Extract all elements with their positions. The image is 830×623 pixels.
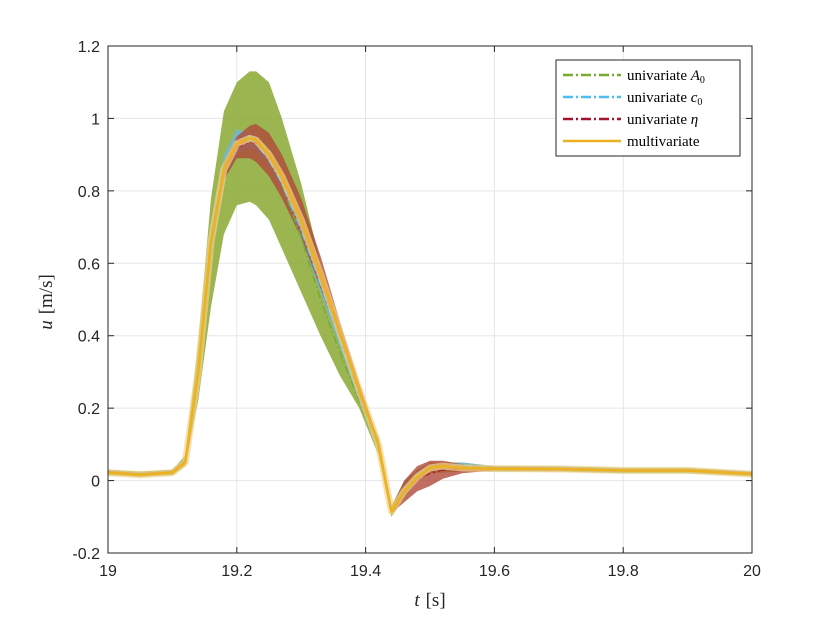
y-tick-label: 0.4: [78, 329, 100, 346]
y-axis-label: u[m/s]: [36, 274, 57, 330]
x-tick-label: 19.4: [350, 563, 381, 580]
axes: [107, 45, 753, 554]
y-tick-label: 0.2: [78, 401, 100, 418]
uncertainty-bands: [108, 71, 752, 517]
axes-box: [107, 45, 753, 554]
legend-label-univariate-c0: univariate c0: [627, 90, 702, 108]
y-tick-label: 0.8: [78, 184, 100, 201]
y-tick-label: 1: [91, 111, 100, 128]
y-tick-label: 0: [91, 474, 100, 491]
y-tick-label: 0.6: [78, 256, 100, 273]
x-axis-label: t [s]: [414, 590, 445, 611]
legend: univariate A0 univariate c0 univariate η…: [555, 59, 741, 157]
legend-label-univariate-eta: univariate η: [627, 112, 698, 128]
y-tick-label: 1.2: [78, 39, 100, 56]
legend-label-multivariate: multivariate: [627, 134, 700, 150]
y-tick-label: -0.2: [72, 546, 100, 563]
line-multivariate: [107, 137, 753, 513]
x-tick-label: 19.8: [608, 563, 639, 580]
x-tick-label: 19: [99, 563, 117, 580]
x-tick-label: 19.2: [221, 563, 252, 580]
band-univariate-a0: [108, 71, 752, 517]
x-tick-label: 19.6: [479, 563, 510, 580]
series-lines: [107, 134, 753, 515]
legend-label-univariate-a0: univariate A0: [627, 68, 705, 86]
x-tick-label: 20: [743, 563, 761, 580]
tick-labels: 19 19.2 19.4 19.6 19.8 20 -0.2 0 0.2 0.4 0.6 0.8 1 1.…: [72, 39, 761, 580]
